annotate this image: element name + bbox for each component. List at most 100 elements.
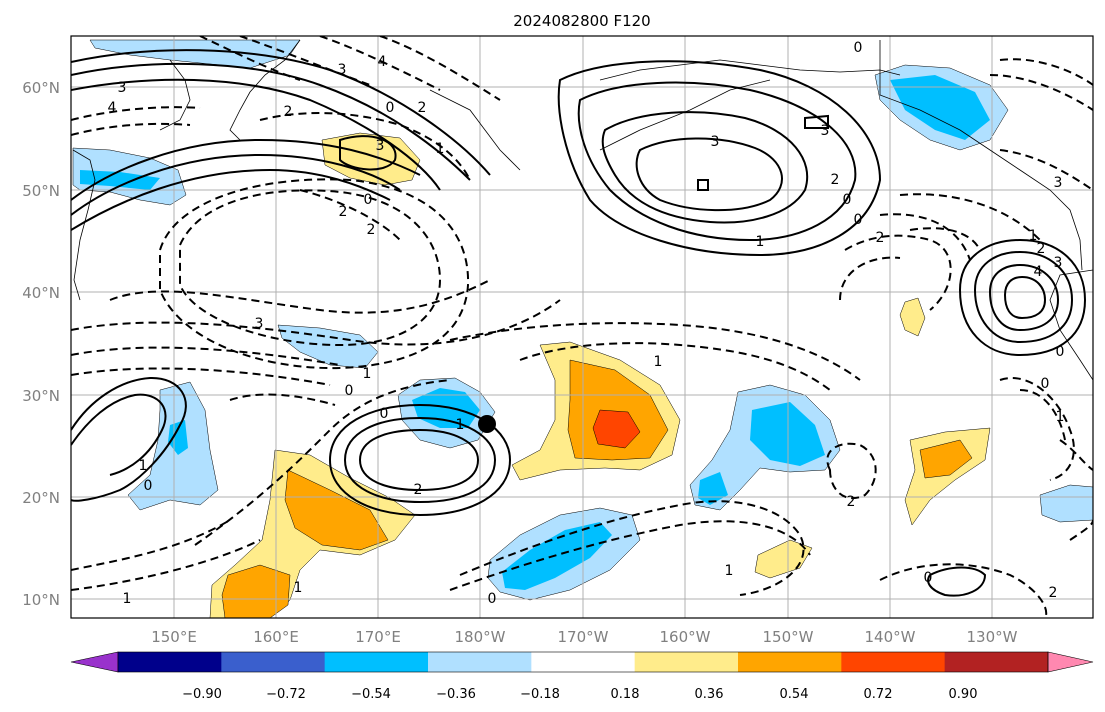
colorbar-segment (634, 652, 739, 672)
colorbar-tick-label: 0.36 (695, 687, 724, 702)
colorbar-segment (531, 652, 636, 672)
contour-label: 1 (363, 366, 372, 382)
contour-label: 0 (843, 192, 852, 208)
longitude-label: 180°W (455, 628, 506, 646)
colorbar-tick-label: −0.54 (351, 687, 391, 702)
contour-label: 0 (854, 212, 863, 228)
positive-anomaly-region (567, 359, 669, 461)
latitude-label: 40°N (22, 284, 60, 302)
contour-label: 1 (654, 354, 663, 370)
negative-anomaly-region (80, 170, 160, 190)
contour-label: 0 (1056, 344, 1065, 360)
contour-label: 3 (255, 316, 264, 332)
contour-label: 2 (367, 222, 376, 238)
contour-label: 3 (1054, 175, 1063, 191)
negative-anomaly-region (168, 420, 188, 455)
longitude-label: 130°W (967, 628, 1018, 646)
latitude-label: 50°N (22, 182, 60, 200)
contour-label: 2 (1037, 241, 1046, 257)
colorbar-extend-low (70, 651, 119, 673)
longitude-labels: 150°E 160°E 170°E 180°W 170°W 160°W 150°… (151, 628, 1017, 646)
positive-anomaly-region (919, 439, 973, 479)
contour-label: 0 (924, 570, 933, 586)
contour-label: 3 (821, 123, 830, 139)
contour-label: 1 (139, 458, 148, 474)
contour-label: 2 (831, 172, 840, 188)
contour-label: 0 (380, 406, 389, 422)
map-frame-border (70, 35, 1094, 619)
colorbar-tick-label: 0.18 (611, 687, 640, 702)
contour-label: 0 (345, 383, 354, 399)
contour-label: 1 (725, 563, 734, 579)
negative-anomaly-region (502, 522, 612, 590)
contour-label: 2 (847, 494, 856, 510)
colorbar-tick-label: 0.54 (780, 687, 809, 702)
colorbar-segment (324, 652, 429, 672)
positive-anomaly-region (754, 539, 813, 579)
latitude-label: 30°N (22, 387, 60, 405)
longitude-label: 160°E (253, 628, 299, 646)
storm-center-dot (478, 415, 496, 433)
colorbar-tick-label: −0.90 (182, 687, 222, 702)
negative-anomaly-region (1039, 484, 1093, 523)
contour-label: 4 (1034, 264, 1043, 280)
contour-label: 0 (488, 591, 497, 607)
contour-label: 4 (108, 100, 117, 116)
contour-label: 3 (1054, 255, 1063, 271)
contour-label: 1 (1056, 409, 1065, 425)
contour-label: 1 (294, 580, 303, 596)
longitude-label: 170°W (558, 628, 609, 646)
contour-label: 2 (876, 230, 885, 246)
longitude-label: 160°W (660, 628, 711, 646)
colorbar-segment (944, 652, 1049, 672)
colorbar-tick-label: −0.36 (436, 687, 476, 702)
map-plot-area (71, 36, 1093, 618)
contour-label: 3 (118, 80, 127, 96)
colorbar-segment (221, 652, 326, 672)
contour-label: 0 (144, 478, 153, 494)
colorbar-tick-label: 0.72 (864, 687, 893, 702)
contour-label: 1 (123, 591, 132, 607)
latitude-label: 10°N (22, 591, 60, 609)
colorbar-segment (118, 652, 222, 672)
contour-label: 1 (756, 234, 765, 250)
negative-anomaly-region (277, 324, 379, 369)
colorbar-border (117, 651, 1049, 673)
latitude-label: 60°N (22, 79, 60, 97)
latitude-label: 20°N (22, 489, 60, 507)
solid-contours (71, 49, 1087, 597)
contour-label: 0 (854, 40, 863, 56)
colorbar (70, 651, 1094, 673)
colorbar-labels: −0.90 −0.72 −0.54 −0.36 −0.18 0.18 0.36 … (182, 687, 977, 702)
contour-label: 1 (1029, 228, 1038, 244)
contour-label: 2 (414, 482, 423, 498)
colorbar-extend-high (1047, 651, 1094, 673)
contour-label: 2 (284, 104, 293, 120)
latitude-labels: 60°N 50°N 40°N 30°N 20°N 10°N (22, 79, 60, 609)
colorbar-tick-label: 0.90 (949, 687, 978, 702)
colorbar-tick-label: −0.18 (520, 687, 560, 702)
contour-label: 0 (364, 192, 373, 208)
dashed-contours (71, 36, 1093, 618)
contour-label: 1 (436, 141, 445, 157)
contour-label: 1 (456, 417, 465, 433)
longitude-label: 170°E (355, 628, 401, 646)
positive-anomaly-region (592, 409, 641, 449)
map-title: 2024082800 F120 (513, 12, 650, 30)
contour-label: 2 (339, 204, 348, 220)
colorbar-tick-label: −0.72 (266, 687, 306, 702)
contour-label: 2 (1049, 585, 1058, 601)
longitude-label: 140°W (865, 628, 916, 646)
positive-anomaly-region (899, 297, 926, 337)
contour-label: 4 (378, 54, 387, 70)
negative-anomaly-region (890, 75, 990, 140)
contour-label: 0 (1041, 376, 1050, 392)
longitude-label: 150°W (763, 628, 814, 646)
contour-label: 3 (376, 138, 385, 154)
contour-label: 0 (386, 100, 395, 116)
colorbar-segment (738, 652, 842, 672)
contour-label: 2 (418, 100, 427, 116)
contour-label: 3 (711, 134, 720, 150)
